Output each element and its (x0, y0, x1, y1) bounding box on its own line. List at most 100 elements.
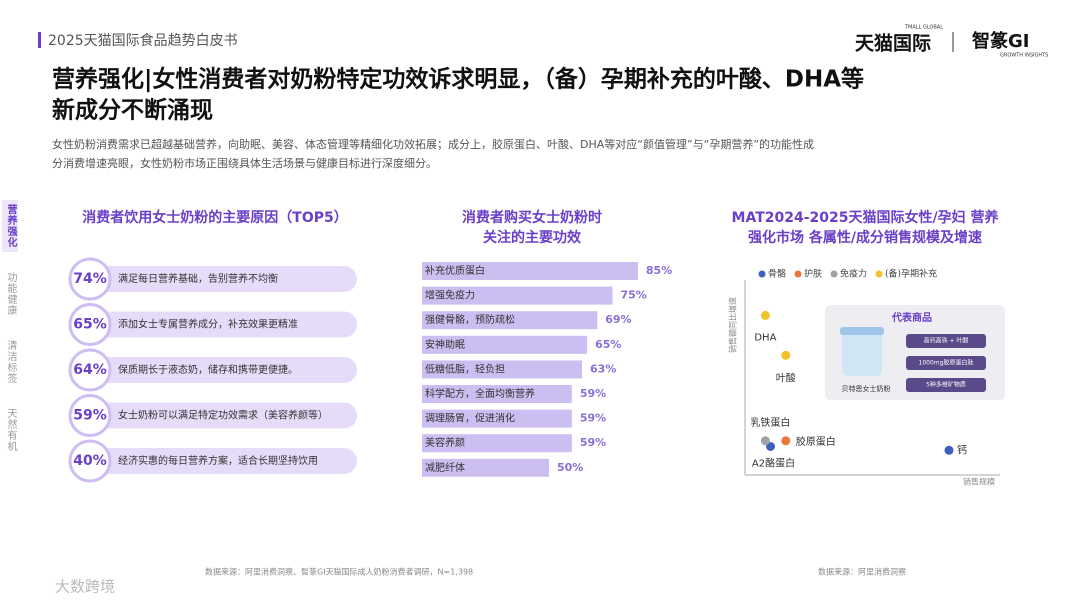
feature-pill (906, 356, 986, 370)
bar (422, 458, 549, 477)
reason-label: 满足每日营养基础，告别营养不均衡 (118, 272, 278, 285)
title: 营养强化|女性消费者对奶粉特定功效诉求明显，（备）孕期补充的叶酸、DHA等 (52, 66, 864, 93)
reason-label: 添加女士专属营养成分，补充效果更精准 (118, 318, 298, 331)
bar-category: 科学配方，全面均衡营养 (425, 387, 535, 400)
product-lid (840, 327, 884, 335)
reason-pill (80, 357, 357, 383)
logo-sub: TMALL GLOBAL (904, 25, 943, 31)
bar (422, 262, 638, 280)
bar (422, 311, 598, 330)
value-label: 85% (646, 264, 672, 277)
inset-title: 代表商品 (891, 311, 932, 324)
description: 分消费增速亮眼，女性奶粉市场正围绕具体生活场景与健康目标进行深度细分。 (52, 156, 437, 170)
point-label: 叶酸 (776, 371, 796, 384)
chart-title: 消费者饮用女士奶粉的主要原因（TOP5） (82, 209, 347, 226)
reason-label: 保质期长于液态奶，储存和携带更便捷。 (118, 363, 298, 376)
legend-label: (备)孕期补充 (885, 268, 937, 280)
legend-label: 骨骼 (768, 268, 786, 280)
reason-pill (80, 448, 357, 474)
side-tab[interactable]: 功能健康 (5, 272, 16, 316)
reason-label: 经济实惠的每日营养方案，适合长期坚持饮用 (118, 454, 318, 467)
point (781, 350, 791, 360)
value-label: 59% (73, 408, 107, 424)
point-label: DHA (754, 332, 776, 343)
source: 数据来源：阿里消费洞察、智篆GI天猫国际成人奶粉消费者调研，N=1,398 (205, 567, 473, 577)
value-label: 59% (580, 387, 606, 400)
reason-pill (80, 311, 357, 338)
value-label: 65% (595, 338, 621, 351)
description: 女性奶粉消费需求已超越基础营养，向助眠、美容、体态管理等精细化功效拓展；成分上，… (52, 137, 814, 151)
chart-title: MAT2024-2025天猫国际女性/孕妇 营养 (732, 209, 1000, 226)
value-label: 75% (621, 289, 647, 302)
legend-dot (758, 270, 766, 278)
bar (422, 335, 588, 354)
y-axis-label: 销售额同比增速 (728, 297, 738, 353)
point-label: 胶原蛋白 (796, 435, 836, 448)
product-can (842, 330, 882, 376)
point (760, 436, 770, 446)
bar-category: 补充优质蛋白 (425, 264, 485, 277)
value-label: 59% (580, 412, 606, 425)
feature-label: 高钙高铁 + 叶酸 (924, 337, 969, 345)
bar-category: 减肥纤体 (425, 461, 465, 474)
bar-category: 低糖低脂，轻负担 (425, 362, 505, 375)
logo-sub: GROWTH INSIGHTS (1000, 53, 1048, 59)
point (781, 436, 791, 446)
chart-title: 关注的主要功效 (483, 229, 582, 246)
bar-category: 调理肠胃，促进消化 (425, 412, 515, 425)
bar-category: 强健骨骼，预防疏松 (425, 313, 515, 326)
value-label: 63% (590, 362, 616, 375)
value-label: 69% (605, 313, 631, 326)
logo: 天猫国际 (855, 32, 931, 55)
value-label: 64% (73, 362, 107, 378)
legend-label: 护肤 (804, 268, 822, 280)
value-label: 74% (73, 271, 107, 287)
point (944, 445, 954, 455)
x-axis-label: 销售规模 (963, 477, 995, 487)
legend-dot (875, 270, 883, 278)
side-tab[interactable]: 营养强化 (2, 200, 18, 252)
accent (38, 32, 41, 48)
side-tab[interactable]: 清洁标签 (5, 340, 16, 384)
bar (422, 409, 572, 428)
side-tab[interactable]: 天然有机 (5, 408, 16, 452)
logo: 智篆GI (972, 30, 1029, 52)
bar (422, 360, 583, 379)
point (760, 310, 770, 320)
title: 新成分不断涌现 (52, 97, 213, 124)
point-label: 钙 (957, 443, 967, 456)
bar (422, 434, 572, 453)
legend-dot (794, 270, 802, 278)
bar-category: 安神助眠 (425, 338, 465, 351)
value-label: 65% (73, 317, 107, 333)
feature-pill (906, 378, 986, 392)
reason-label: 女士奶粉可以满足特定功效需求（美容养颜等） (118, 409, 328, 422)
feature-label: 1000mg胶原蛋白肽 (919, 359, 974, 367)
bar-category: 美容养颜 (425, 436, 465, 449)
product-name: 贝特恩女士奶粉 (842, 384, 891, 393)
bar (422, 385, 572, 403)
chart-title: 消费者购买女士奶粉时 (462, 209, 602, 226)
value-badge (68, 439, 112, 483)
point-label: 乳铁蛋白 (750, 416, 790, 429)
value-label: 59% (580, 436, 606, 449)
reason-pill (80, 402, 357, 429)
reason-pill (80, 266, 357, 292)
value-badge (68, 257, 112, 301)
value-label: 40% (73, 453, 107, 469)
source: 数据来源：阿里消费洞察 (818, 567, 906, 577)
value-badge (68, 348, 112, 392)
legend-dot (830, 270, 838, 278)
report-name: 2025天猫国际食品趋势白皮书 (48, 32, 238, 49)
bar (422, 286, 613, 305)
value-label: 50% (557, 461, 583, 474)
value-badge (68, 303, 112, 346)
feature-label: 5种多维矿物质 (926, 381, 966, 389)
watermark: 大数跨境 (55, 578, 115, 596)
value-badge (68, 394, 112, 437)
legend-label: 免疫力 (840, 268, 867, 280)
point-label: A2酪蛋白 (752, 457, 795, 470)
chart-title: 强化市场 各属性/成分销售规模及增速 (748, 229, 982, 246)
